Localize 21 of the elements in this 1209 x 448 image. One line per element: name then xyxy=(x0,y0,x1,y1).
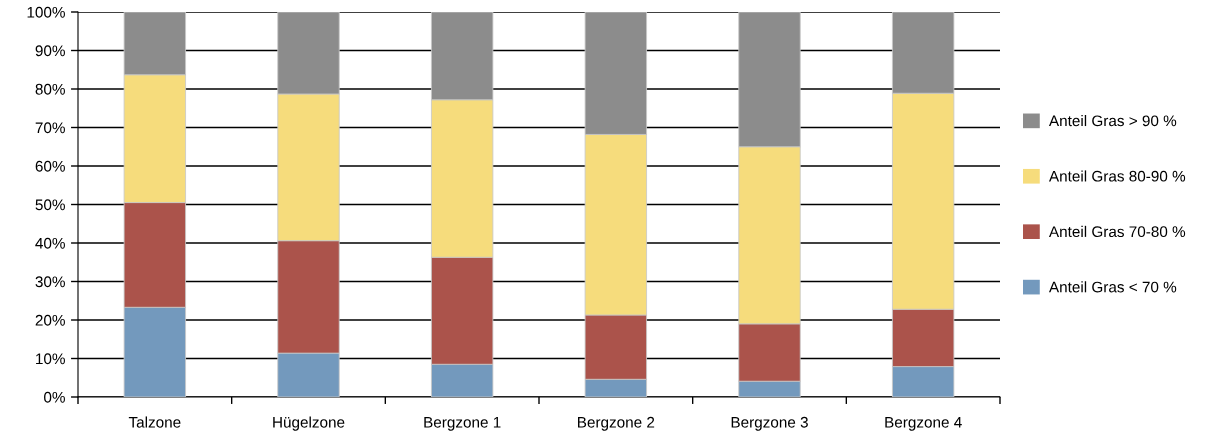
y-tick-label: 10% xyxy=(36,353,65,365)
y-tick-label: 60% xyxy=(35,160,65,172)
legend-label: Anteil Gras < 70 % xyxy=(1048,281,1177,293)
x-tick-label: Bergzone 3 xyxy=(731,416,808,431)
x-tick-label: Bergzone 1 xyxy=(424,417,501,431)
y-tick-label: 40% xyxy=(35,237,65,249)
y-tick-label: 20% xyxy=(35,314,65,326)
x-tick-label: Hügelzone xyxy=(273,416,345,431)
x-tick-label: Talzone xyxy=(128,416,181,428)
x-tick-label: Bergzone 4 xyxy=(885,417,962,431)
legend-label: Anteil Gras 70-80 % xyxy=(1048,225,1186,238)
y-tick-label: 100% xyxy=(27,6,65,18)
y-tick-label: 0% xyxy=(44,391,65,403)
y-tick-label: 70% xyxy=(35,122,65,134)
legend-label: Anteil Gras 80-90 % xyxy=(1048,170,1186,182)
y-tick-label: 80% xyxy=(35,83,65,95)
y-tick-label: 50% xyxy=(35,199,65,211)
legend-label: Anteil Gras > 90 % xyxy=(1048,114,1177,127)
x-tick-label: Bergzone 2 xyxy=(578,416,655,431)
y-tick-label: 90% xyxy=(35,45,65,57)
y-tick-label: 30% xyxy=(35,276,65,288)
